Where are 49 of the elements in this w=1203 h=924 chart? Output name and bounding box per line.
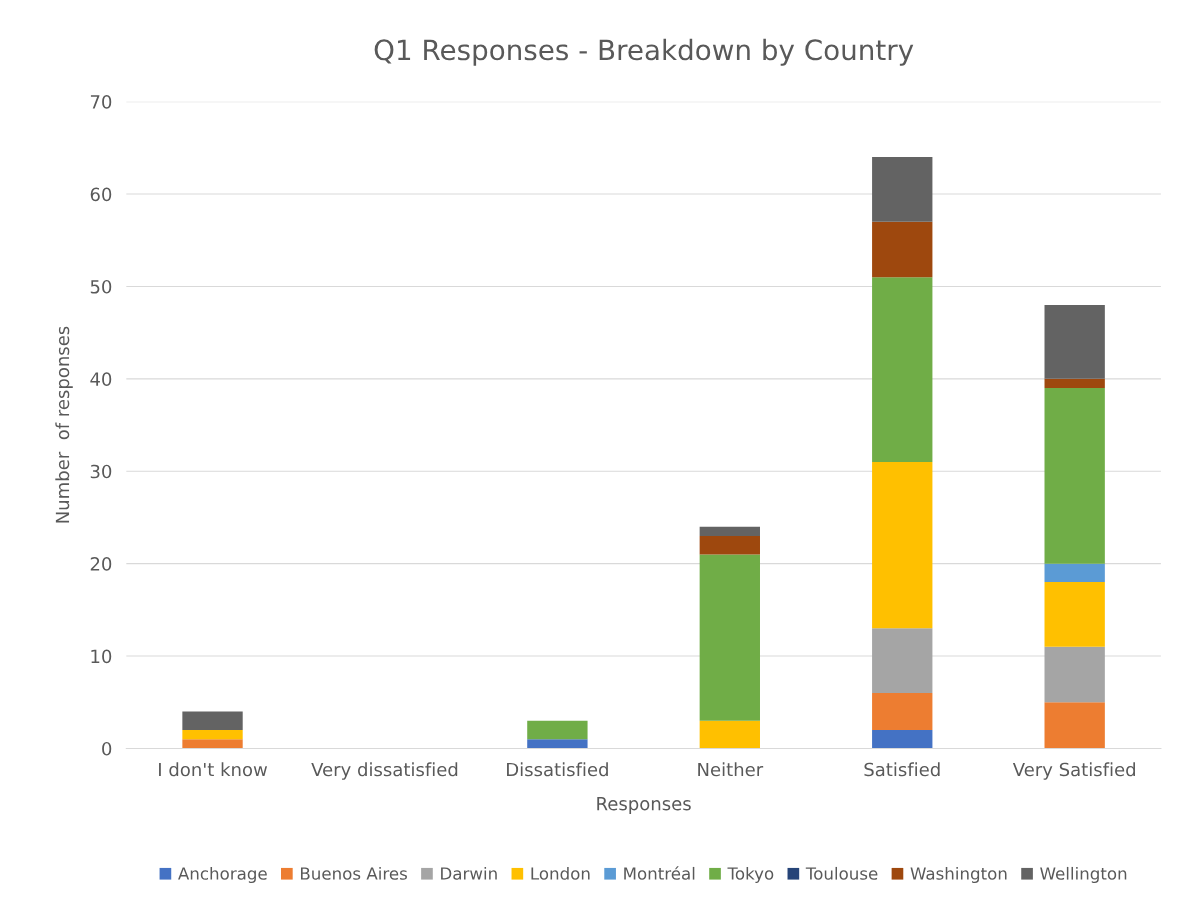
bar [182, 739, 243, 749]
bar [527, 720, 588, 740]
y-tick-label: 0 [102, 741, 112, 756]
y-tick-label: 70 [90, 95, 112, 109]
bar [1044, 646, 1105, 703]
bar [1044, 563, 1105, 583]
y-tick-label: 40 [90, 372, 112, 386]
legend-label: Darwin [441, 866, 497, 880]
y-axis-title: Number of responses [55, 326, 73, 523]
bar [699, 526, 760, 536]
legend-label: London [531, 866, 590, 880]
bar [1044, 304, 1105, 379]
x-axis-title: Responses [597, 797, 691, 814]
bar [699, 720, 760, 749]
bar [872, 628, 933, 693]
bar [872, 221, 933, 278]
bar [872, 157, 933, 222]
x-tick-label: Dissatisfied [507, 762, 608, 777]
bar [182, 729, 243, 740]
bar [1044, 702, 1105, 749]
y-tick-label: 50 [90, 279, 112, 294]
legend-label: Montréal [624, 866, 695, 880]
bar [182, 711, 243, 730]
bar [1044, 582, 1105, 647]
legend-label: Wellington [1040, 866, 1127, 884]
y-tick-label: 60 [90, 187, 112, 202]
x-tick-label: Very Satisfied [1012, 762, 1135, 780]
legend-label: Anchorage [178, 866, 267, 884]
bar [872, 462, 933, 629]
x-tick-label: Neither [698, 762, 764, 777]
bar [527, 739, 588, 749]
x-tick-label: Very dissatisfied [311, 762, 458, 780]
y-tick-label: 30 [90, 464, 112, 479]
bar [872, 693, 933, 730]
bar [872, 277, 933, 462]
bar [1044, 378, 1105, 389]
y-tick-label: 20 [90, 557, 112, 571]
x-tick-label: I don't know [159, 762, 268, 777]
chart-title: Q1 Responses - Breakdown by Country [374, 38, 914, 66]
legend-label: Tokyo [727, 866, 774, 884]
bar [1044, 388, 1105, 564]
y-tick-label: 10 [91, 649, 112, 664]
legend-label: Washington [910, 866, 1007, 884]
legend-label: Buenos Aires [300, 866, 407, 880]
bar [872, 729, 933, 749]
bar [699, 554, 760, 721]
bar [699, 535, 760, 555]
x-tick-label: Satisfied [864, 762, 940, 777]
legend-label: Toulouse [805, 866, 878, 880]
